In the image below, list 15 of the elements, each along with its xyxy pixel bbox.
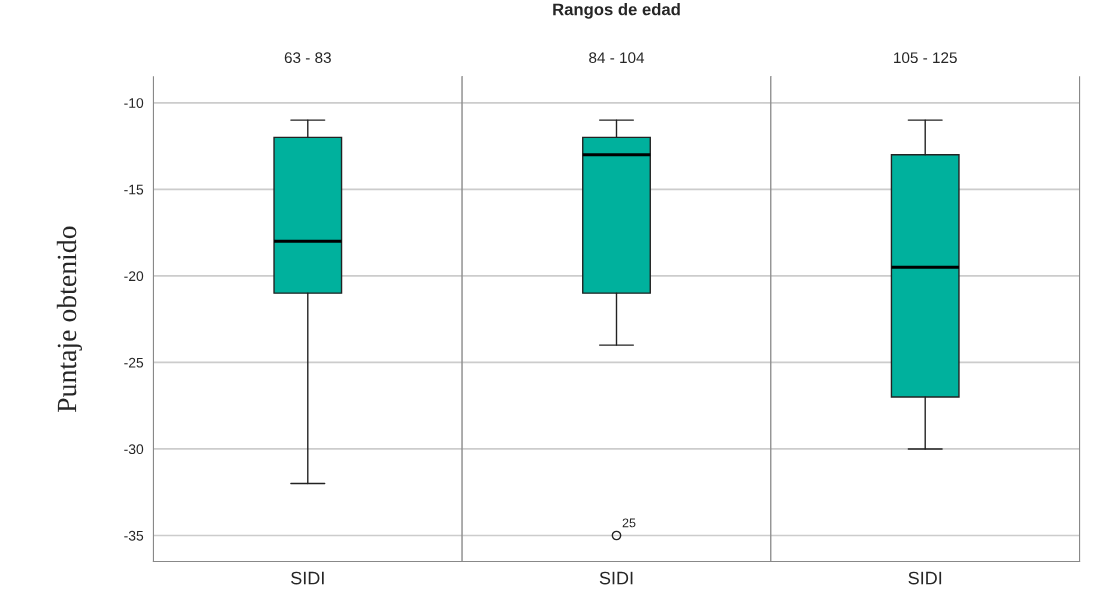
chart-subtitle: 84 - 104 <box>589 52 645 64</box>
y-tick-label: -25 <box>124 357 144 368</box>
x-tick-label: SIDI <box>599 571 633 585</box>
chart-subtitle: 105 - 125 <box>894 52 957 64</box>
y-tick-label: -20 <box>124 271 144 282</box>
x-tick-label: SIDI <box>291 571 324 585</box>
annotation: 25 <box>622 518 636 528</box>
y-axis-title: Puntaje obtenido <box>56 226 82 413</box>
y-tick-label: -10 <box>124 98 144 108</box>
y-tick-label: -30 <box>124 444 144 455</box>
y-tick-label: -15 <box>124 184 144 195</box>
x-tick-label: SIDI <box>908 571 942 585</box>
chart-subtitle: 63 - 83 <box>284 52 331 64</box>
y-tick-label: -35 <box>124 530 144 541</box>
chart-title: Rangos de edad <box>553 3 680 19</box>
